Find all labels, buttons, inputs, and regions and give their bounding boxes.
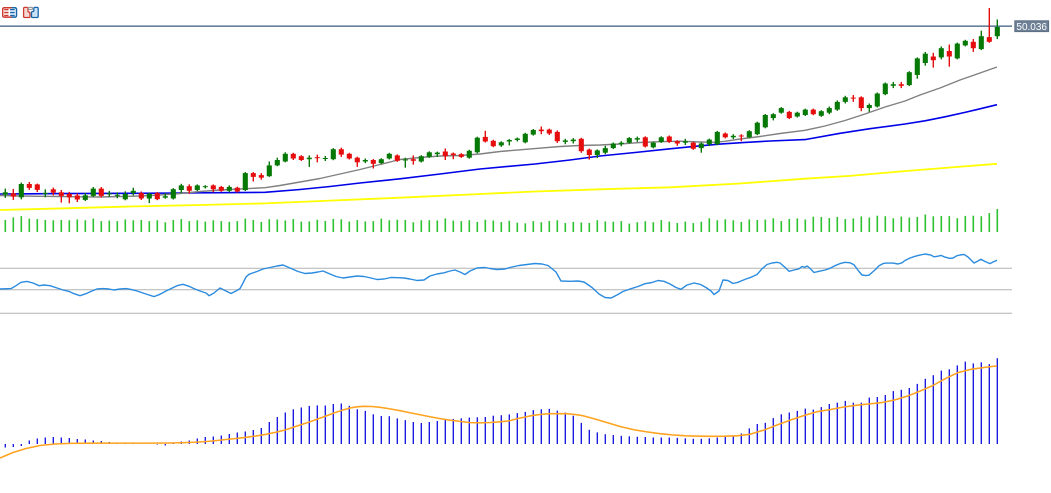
- svg-text:50.036: 50.036: [1016, 22, 1047, 33]
